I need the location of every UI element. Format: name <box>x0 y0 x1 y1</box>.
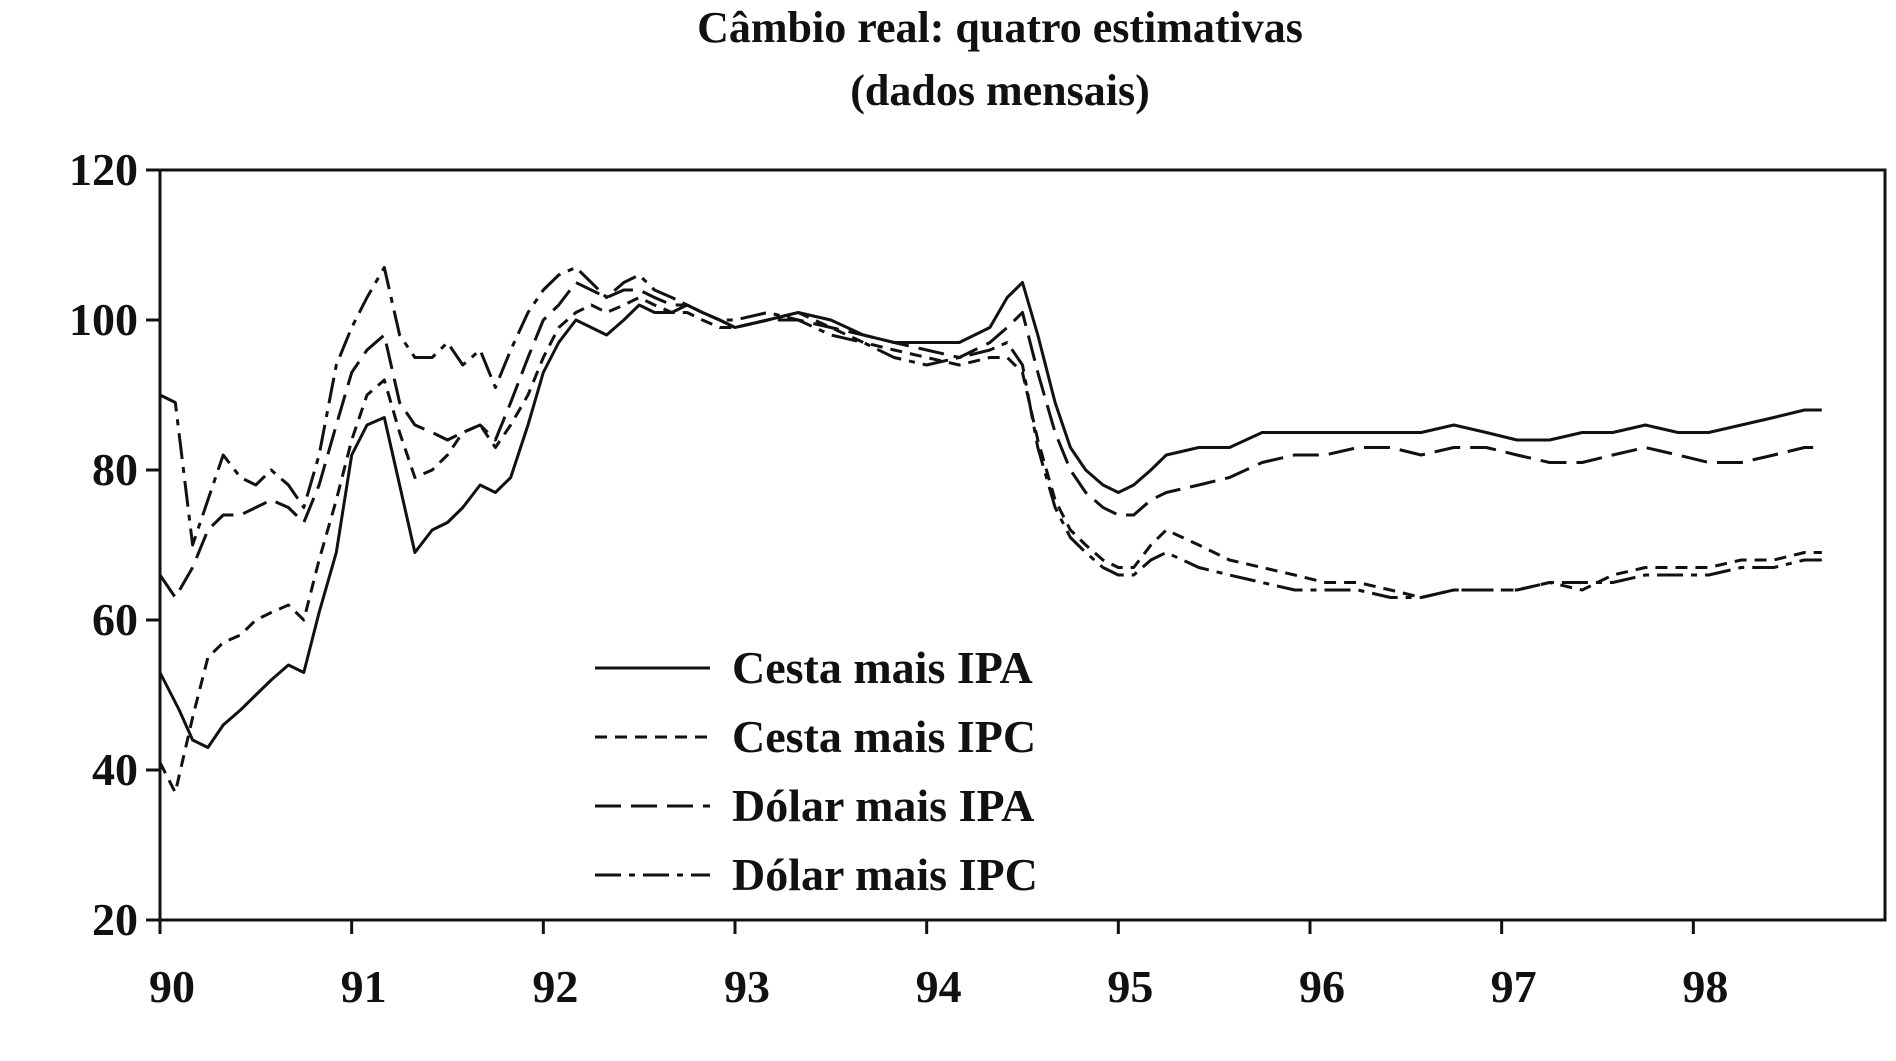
axes: 20 40 60 80 100 120 90 91 92 93 94 95 96 97 98 <box>69 144 1887 1012</box>
legend-label: Dólar mais IPA <box>732 780 1034 831</box>
series-group <box>158 266 1822 794</box>
series-line-4 <box>159 266 1822 599</box>
legend-label: Cesta mais IPC <box>732 711 1036 762</box>
x-tick-label: 93 <box>724 961 770 1012</box>
y-tick-label: 80 <box>92 444 138 495</box>
x-tick-label: 97 <box>1491 961 1537 1012</box>
y-tick-label: 60 <box>92 594 138 645</box>
legend-label: Dólar mais IPC <box>732 849 1038 900</box>
x-tick-label: 91 <box>341 961 387 1012</box>
y-tick-label: 120 <box>69 144 138 195</box>
series-line-3 <box>158 281 1822 599</box>
chart-subtitle: (dados mensais) <box>850 66 1150 115</box>
y-tick-label: 20 <box>92 894 138 945</box>
x-tick-label: 92 <box>532 961 578 1012</box>
chart-title: Câmbio real: quatro estimativas <box>697 3 1303 52</box>
x-tick-label: 90 <box>149 961 195 1012</box>
x-tick-label: 94 <box>916 961 962 1012</box>
y-tick-label: 100 <box>69 294 138 345</box>
legend: Cesta mais IPA Cesta mais IPC Dólar mais I… <box>595 642 1038 900</box>
legend-label: Cesta mais IPA <box>732 642 1033 693</box>
x-tick-label: 96 <box>1299 961 1345 1012</box>
x-tick-label: 98 <box>1682 961 1728 1012</box>
x-tick-label: 95 <box>1107 961 1153 1012</box>
plot-frame <box>158 168 1887 922</box>
y-tick-label: 40 <box>92 744 138 795</box>
